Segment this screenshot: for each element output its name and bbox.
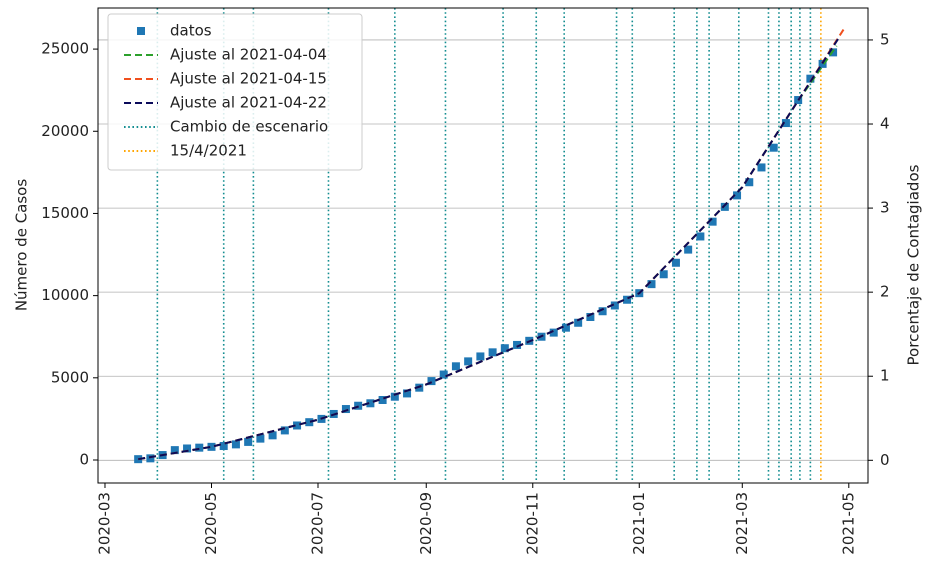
y2-tick-label: 2 <box>880 283 890 301</box>
data-point <box>366 399 375 408</box>
data-point <box>378 395 387 404</box>
y-tick-label: 10000 <box>41 286 89 304</box>
data-point <box>219 442 228 451</box>
data-point <box>305 418 314 427</box>
data-point <box>195 443 204 452</box>
legend-label: Ajuste al 2021-04-15 <box>170 70 327 88</box>
x-tick-label: 2021-03 <box>733 492 751 555</box>
y-tick-label: 0 <box>79 450 89 468</box>
y-tick-label: 15000 <box>41 204 89 222</box>
y-tick-label: 20000 <box>41 122 89 140</box>
data-point <box>231 440 240 449</box>
data-point <box>293 421 302 430</box>
data-point <box>757 163 766 172</box>
data-point <box>244 437 253 446</box>
data-point <box>390 392 399 401</box>
data-point <box>256 434 265 443</box>
legend-label: Ajuste al 2021-04-04 <box>170 46 327 64</box>
axes-frame <box>97 7 869 484</box>
data-point <box>513 340 522 349</box>
legend: datos Ajuste al 2021-04-04 Ajuste al 2021-… <box>107 13 363 171</box>
y-tick-label: 5000 <box>51 368 89 386</box>
y2-tick-label: 3 <box>880 199 890 217</box>
legend-marker <box>137 27 145 35</box>
legend-label: Ajuste al 2021-04-22 <box>170 94 327 112</box>
plot-area <box>134 8 845 483</box>
data-point <box>647 280 656 289</box>
data-point <box>708 217 717 226</box>
legend-label: Cambio de escenario <box>170 118 328 136</box>
y2-tick-label: 1 <box>880 367 890 385</box>
data-point <box>610 301 619 310</box>
y2-axis-label: Porcentaje de Contagiados <box>905 164 923 365</box>
data-point <box>818 59 827 68</box>
data-point <box>476 352 485 361</box>
data-point <box>280 426 289 435</box>
data-point <box>134 455 143 464</box>
data-point <box>598 307 607 316</box>
data-point <box>146 454 155 463</box>
data-point <box>769 143 778 152</box>
data-point <box>500 344 509 353</box>
y2-tick-label: 4 <box>880 115 890 133</box>
y2-tick-label: 0 <box>880 451 890 469</box>
x-tick-label: 2020-09 <box>417 492 435 555</box>
x-tick-label: 2020-07 <box>309 492 327 555</box>
data-point <box>183 444 192 453</box>
data-point <box>439 370 448 379</box>
x-tick-label: 2021-01 <box>630 492 648 555</box>
data-point <box>745 178 754 187</box>
data-point <box>488 348 497 357</box>
legend-box <box>107 13 363 171</box>
data-point <box>403 389 412 398</box>
data-point <box>341 405 350 414</box>
data-point <box>207 442 216 451</box>
fit-line <box>138 35 841 461</box>
data-point <box>574 318 583 327</box>
data-point <box>623 295 632 304</box>
x-tick-label: 2021-05 <box>839 492 857 555</box>
y-tick-label: 25000 <box>41 40 89 58</box>
data-point <box>720 202 729 211</box>
data-point <box>170 446 179 455</box>
data-point <box>586 312 595 321</box>
x-tick-label: 2020-03 <box>95 492 113 555</box>
data-point <box>427 377 436 386</box>
data-point <box>659 270 668 279</box>
data-point <box>684 245 693 254</box>
y2-tick-label: 5 <box>880 30 890 48</box>
data-point <box>671 258 680 267</box>
legend-label: datos <box>170 22 212 40</box>
x-tick-label: 2020-05 <box>202 492 220 555</box>
data-point <box>549 328 558 337</box>
y-axis-label: Número de Casos <box>13 179 31 312</box>
x-tick-label: 2020-11 <box>523 492 541 555</box>
data-point <box>268 431 277 440</box>
data-point <box>733 191 742 200</box>
data-point <box>451 362 460 371</box>
data-point <box>464 357 473 366</box>
data-point <box>806 74 815 83</box>
data-point <box>561 323 570 332</box>
legend-label: 15/4/2021 <box>170 142 247 160</box>
data-point <box>696 232 705 241</box>
data-point <box>781 119 790 128</box>
